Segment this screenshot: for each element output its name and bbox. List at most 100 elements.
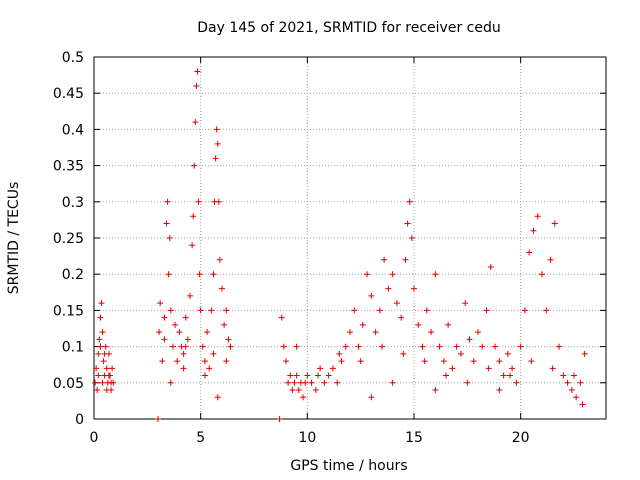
data-point (317, 365, 324, 372)
data-point (99, 329, 106, 336)
data-point (466, 336, 473, 343)
data-point (214, 140, 221, 147)
x-tick-label: 5 (196, 430, 205, 446)
data-point (216, 256, 223, 263)
data-point (287, 372, 294, 379)
data-point (300, 394, 307, 401)
y-tick-label: 0.4 (62, 122, 84, 138)
data-point (549, 365, 556, 372)
data-point (161, 336, 168, 343)
data-point (389, 271, 396, 278)
data-point (100, 358, 107, 365)
data-point (174, 358, 181, 365)
data-point (526, 249, 533, 256)
data-points (92, 68, 588, 422)
data-point (539, 271, 545, 278)
data-point (92, 379, 99, 386)
data-point (155, 416, 161, 422)
data-point (402, 256, 409, 263)
data-point (517, 343, 524, 350)
data-point (315, 372, 321, 379)
data-point (462, 300, 469, 307)
data-point (568, 387, 575, 394)
chart-title: Day 145 of 2021, SRMTID for receiver ced… (197, 20, 500, 36)
data-point (283, 358, 289, 365)
x-axis-label: GPS time / hours (290, 458, 407, 474)
y-tick-label: 0.35 (53, 159, 84, 175)
data-point (196, 271, 203, 278)
data-point (227, 343, 234, 350)
data-point (213, 126, 220, 133)
data-point (404, 220, 411, 227)
data-point (571, 372, 577, 379)
data-point (191, 162, 198, 169)
y-tick-label: 0.3 (62, 195, 84, 211)
data-point (199, 343, 206, 350)
data-point (528, 358, 535, 365)
data-point (223, 307, 230, 314)
data-point (398, 314, 405, 321)
data-point (223, 358, 230, 365)
data-point (197, 307, 204, 314)
data-point (423, 307, 430, 314)
data-point (95, 350, 102, 357)
data-point (408, 235, 415, 241)
data-point (164, 198, 171, 205)
data-point (204, 329, 211, 336)
data-point (483, 307, 490, 314)
data-point (215, 198, 222, 205)
data-point (496, 387, 503, 394)
data-point (312, 387, 319, 394)
data-point (581, 350, 588, 357)
data-point (530, 227, 537, 234)
data-point (94, 387, 101, 394)
data-point (579, 401, 586, 408)
data-point (214, 394, 221, 401)
data-point (166, 235, 173, 241)
data-point (182, 314, 189, 321)
data-point (293, 343, 300, 350)
data-point (449, 365, 456, 372)
data-point (534, 213, 541, 220)
data-point (551, 220, 558, 227)
y-tick-label: 0 (75, 412, 84, 428)
data-point (180, 350, 187, 357)
data-point (108, 379, 115, 386)
data-point (176, 329, 183, 336)
data-point (293, 372, 300, 379)
data-point (206, 365, 213, 372)
data-point (208, 307, 215, 314)
data-point (225, 336, 232, 343)
data-point (379, 343, 385, 350)
data-point (432, 271, 439, 278)
data-point (421, 358, 428, 365)
data-point (184, 336, 191, 343)
x-tick-label: 10 (298, 430, 316, 446)
data-point (336, 350, 343, 357)
data-point (172, 321, 179, 328)
data-point (509, 365, 516, 372)
data-point (453, 343, 460, 350)
data-point (400, 350, 407, 357)
data-point (329, 365, 336, 372)
y-tick-label: 0.5 (62, 50, 84, 66)
data-point (543, 307, 550, 314)
data-point (194, 68, 201, 75)
data-point (163, 220, 170, 227)
data-point (513, 379, 520, 386)
data-point (496, 358, 503, 365)
data-point (304, 372, 311, 379)
x-tick-label: 20 (512, 430, 530, 446)
data-point (359, 321, 366, 328)
data-point (105, 372, 112, 379)
data-point (440, 358, 447, 365)
data-point (210, 271, 217, 278)
data-point (457, 350, 464, 357)
data-point (97, 343, 104, 350)
data-point (278, 314, 285, 321)
data-point (103, 387, 110, 394)
data-point (221, 321, 228, 328)
data-point (577, 379, 584, 386)
data-point (564, 379, 571, 386)
data-point (560, 372, 567, 379)
